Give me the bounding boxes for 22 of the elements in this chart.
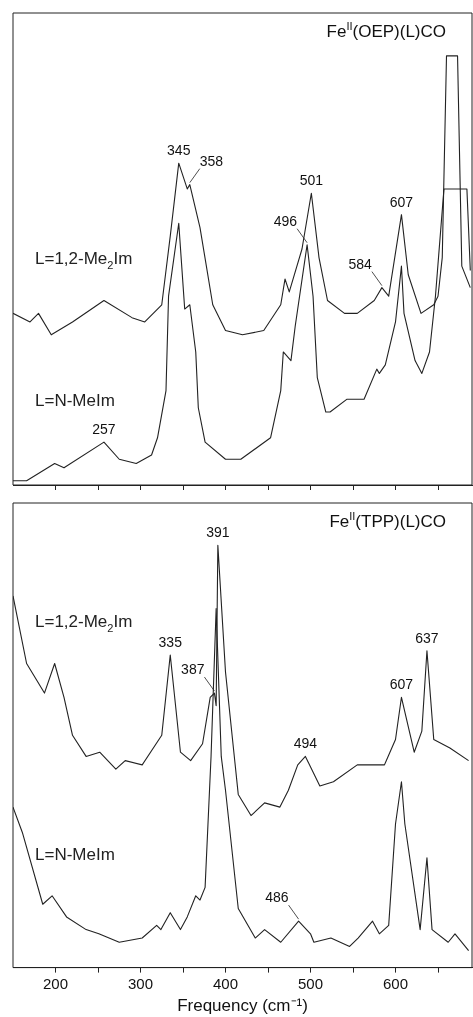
x-tick-label: 400 [212,974,239,992]
annotation: 607 [389,676,414,693]
x-tick-label: 300 [127,974,154,992]
series-label: L=N-MeIm [35,844,115,864]
annotation: 391 [206,524,230,541]
annotation: 607 [389,193,414,210]
annotation: 584 [348,255,373,272]
series-label: L=N-MeIm [35,391,115,411]
x-tick-label: 500 [297,974,324,992]
annotation: 494 [293,735,318,752]
x-axis-title: Frequency (cm⁻¹) [177,996,308,1016]
annotation: 637 [415,629,439,646]
annotation: 358 [199,152,224,169]
annotation: 257 [92,421,116,438]
annotation: 486 [265,889,289,906]
x-tick-label: 200 [42,974,69,992]
annotation: 387 [181,661,205,678]
annotation: 335 [158,634,183,651]
annotation: 496 [273,212,298,229]
annotation: 345 [167,142,191,159]
annotation: 501 [299,172,324,189]
x-tick-label: 600 [382,974,409,992]
